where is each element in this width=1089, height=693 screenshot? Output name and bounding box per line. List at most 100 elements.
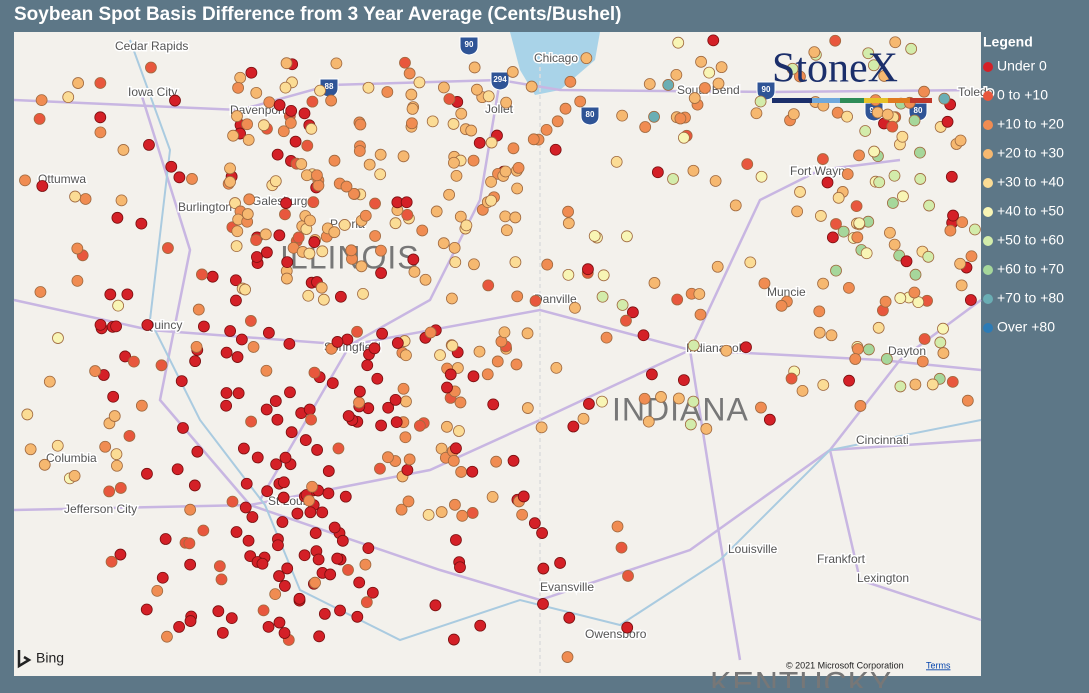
station-dot — [374, 168, 387, 181]
station-dot — [220, 387, 233, 399]
station-dot — [406, 117, 418, 130]
station-dot — [104, 288, 117, 301]
station-dot — [886, 197, 899, 209]
station-dot — [485, 136, 498, 149]
station-dot — [273, 99, 286, 111]
station-dot — [944, 224, 957, 237]
station-dot — [184, 503, 197, 516]
station-dot — [108, 410, 121, 422]
station-dot — [712, 77, 725, 90]
station-dot — [851, 231, 864, 244]
station-dot — [234, 71, 247, 84]
station-dot — [879, 295, 892, 308]
station-dot — [322, 465, 335, 477]
station-dot — [817, 379, 830, 391]
station-dot — [403, 453, 416, 466]
station-dot — [230, 526, 243, 538]
station-dot — [638, 392, 651, 405]
station-dot — [389, 393, 402, 406]
logo: StoneX — [772, 46, 898, 92]
station-dot — [309, 527, 322, 539]
station-dot — [141, 319, 154, 331]
station-dot — [506, 66, 519, 78]
station-dot — [260, 364, 273, 377]
station-dot — [454, 561, 466, 574]
station-dot — [324, 568, 337, 581]
station-dot — [237, 442, 250, 455]
legend-label: +20 to +30 — [997, 145, 1064, 161]
station-dot — [376, 327, 388, 340]
station-dot — [21, 408, 34, 421]
station-dot — [562, 205, 574, 218]
station-dot — [244, 315, 257, 327]
station-dot — [353, 576, 366, 589]
city-label: Cincinnati — [856, 433, 909, 447]
station-dot — [246, 511, 259, 523]
station-dot — [507, 142, 520, 155]
station-dot — [330, 57, 343, 70]
station-dot — [298, 549, 311, 562]
station-dot — [190, 341, 203, 353]
station-dot — [256, 557, 269, 570]
station-dot — [549, 143, 562, 156]
station-dot — [196, 268, 208, 281]
legend-marker — [983, 178, 993, 188]
station-dot — [894, 292, 907, 304]
station-dot — [918, 85, 930, 98]
station-dot — [947, 209, 959, 222]
station-dot — [755, 170, 768, 183]
station-dot — [354, 118, 367, 131]
terms-link[interactable]: Terms — [926, 660, 951, 670]
station-dot — [338, 219, 351, 231]
shield-icon — [459, 36, 479, 56]
station-dot — [687, 164, 700, 177]
station-dot — [400, 349, 412, 362]
station-dot — [359, 558, 372, 571]
station-dot — [159, 533, 172, 545]
station-dot — [750, 107, 763, 120]
station-dot — [24, 443, 37, 456]
station-dot — [854, 400, 867, 412]
station-dot — [699, 82, 711, 94]
legend-label: +30 to +40 — [997, 174, 1064, 190]
station-dot — [923, 199, 936, 212]
station-dot — [315, 281, 328, 294]
city-label: Cedar Rapids — [115, 39, 188, 53]
station-dot — [239, 501, 252, 514]
station-dot — [299, 434, 312, 446]
station-dot — [511, 182, 524, 195]
station-dot — [965, 250, 978, 263]
station-dot — [271, 148, 284, 161]
station-dot — [678, 131, 690, 144]
station-dot — [303, 247, 316, 260]
station-dot — [554, 557, 566, 569]
station-dot — [426, 115, 439, 128]
station-dot — [400, 196, 413, 209]
station-dot — [36, 180, 49, 192]
station-dot — [231, 351, 244, 363]
station-dot — [651, 166, 664, 179]
rivers — [129, 39, 982, 642]
station-dot — [491, 355, 504, 368]
station-dot — [312, 553, 325, 566]
station-dot — [186, 173, 198, 185]
station-dot — [843, 374, 855, 387]
station-dot — [596, 290, 609, 303]
station-dot — [280, 57, 293, 70]
legend-label: Under 0 — [997, 58, 1047, 74]
city-label: Iowa City — [128, 85, 177, 99]
lake-michigan — [510, 32, 600, 95]
station-dot — [342, 564, 354, 576]
shield-icon — [490, 71, 510, 91]
station-dot — [537, 562, 550, 575]
station-dot — [583, 398, 595, 410]
station-dot — [424, 326, 437, 339]
station-dot — [94, 77, 107, 89]
station-dot — [946, 375, 959, 388]
station-dot — [900, 255, 913, 268]
station-dot — [94, 318, 107, 331]
station-dot — [374, 462, 386, 475]
station-dot — [140, 603, 153, 616]
station-dot — [399, 431, 412, 444]
station-dot — [331, 336, 344, 348]
